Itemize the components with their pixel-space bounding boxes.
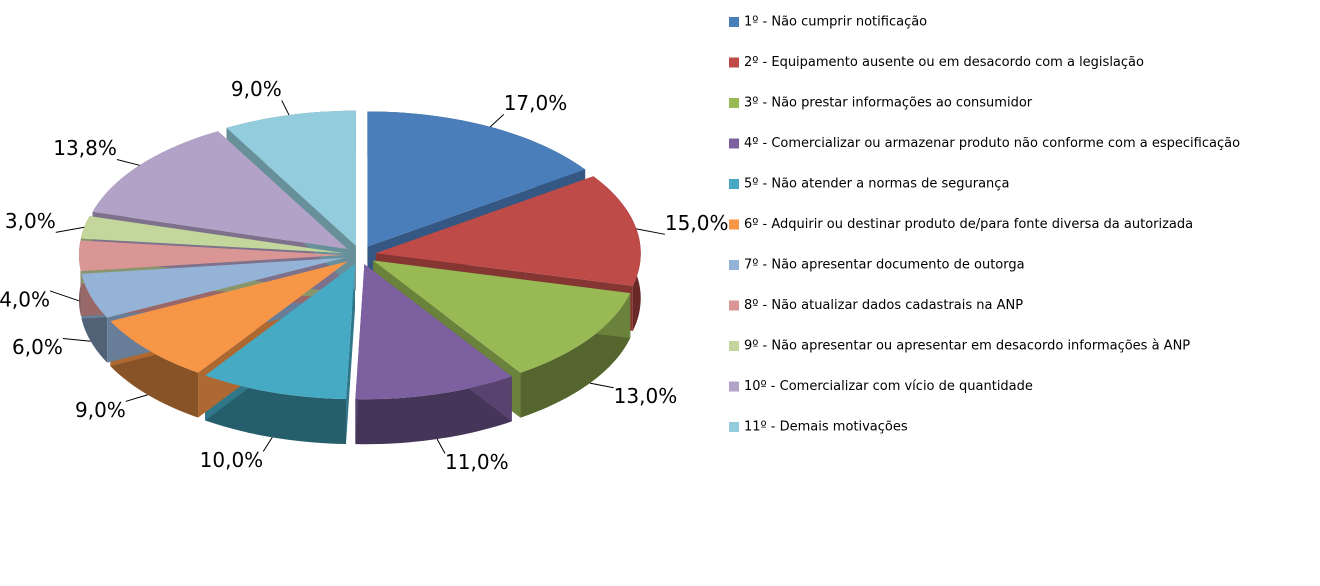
data-label: 9,0% [75, 398, 126, 422]
slice [373, 260, 631, 373]
slice [110, 261, 348, 373]
legend-label: 8º - Não atualizar dados cadastrais na A… [744, 298, 1023, 313]
leader-line [589, 382, 614, 389]
slice [81, 257, 345, 318]
leader-line [436, 438, 446, 454]
legend-swatch [729, 17, 739, 27]
legend-swatch [729, 381, 739, 392]
data-label: 6,0% [12, 335, 63, 359]
slice [205, 264, 356, 400]
data-label: 4,0% [0, 287, 50, 311]
leader-line [125, 394, 148, 402]
slice [92, 131, 348, 250]
legend-swatch [729, 300, 739, 311]
data-label: 13,8% [53, 136, 117, 160]
data-label: 13,0% [614, 384, 678, 408]
leader-line [262, 437, 273, 452]
legend-swatch [729, 219, 739, 230]
leader-line [281, 100, 290, 116]
legend-swatch [729, 138, 739, 149]
leader-line [489, 114, 505, 128]
legend-label: 5º - Não atender a normas de segurança [744, 177, 1009, 192]
slice [367, 111, 586, 247]
leader-line [55, 226, 85, 233]
leader-line [62, 337, 91, 342]
data-label: 15,0% [665, 211, 729, 235]
legend-label: 7º - Não apresentar documento de outorga [744, 258, 1025, 273]
legend-label: 1º - Não cumprir notificação [744, 15, 927, 30]
data-label: 3,0% [5, 209, 56, 233]
legend-label: 6º - Adquirir ou destinar produto de/par… [744, 217, 1193, 232]
legend-swatch [729, 341, 739, 351]
legend-swatch [729, 260, 739, 270]
data-label: 17,0% [504, 91, 568, 115]
slice [375, 176, 641, 286]
legend-swatch [729, 98, 739, 108]
slice [355, 264, 512, 400]
legend-swatch [729, 57, 739, 68]
data-label: 10,0% [200, 448, 264, 472]
legend-swatch [729, 179, 739, 189]
leader-line [49, 290, 80, 302]
slice-side [520, 293, 631, 418]
legend-label: 11º - Demais motivações [744, 420, 908, 435]
legend-label: 2º - Equipamento ausente ou em desacordo… [744, 55, 1144, 70]
slice [79, 240, 345, 272]
slice-side [355, 376, 512, 445]
slice [80, 216, 345, 254]
legend-label: 3º - Não prestar informações ao consumid… [744, 96, 1033, 111]
data-label: 11,0% [445, 450, 509, 474]
slice [226, 110, 356, 246]
legend-label: 10º - Comercializar com vício de quantid… [744, 379, 1033, 394]
legend-swatch [729, 422, 739, 432]
data-label: 9,0% [231, 77, 282, 101]
slice-tops [79, 110, 641, 400]
leader-line [636, 228, 666, 235]
legend-label: 4º - Comercializar ou armazenar produto … [744, 136, 1240, 151]
legend-label: 9º - Não apresentar ou apresentar em des… [744, 339, 1190, 354]
leader-line [116, 159, 140, 166]
